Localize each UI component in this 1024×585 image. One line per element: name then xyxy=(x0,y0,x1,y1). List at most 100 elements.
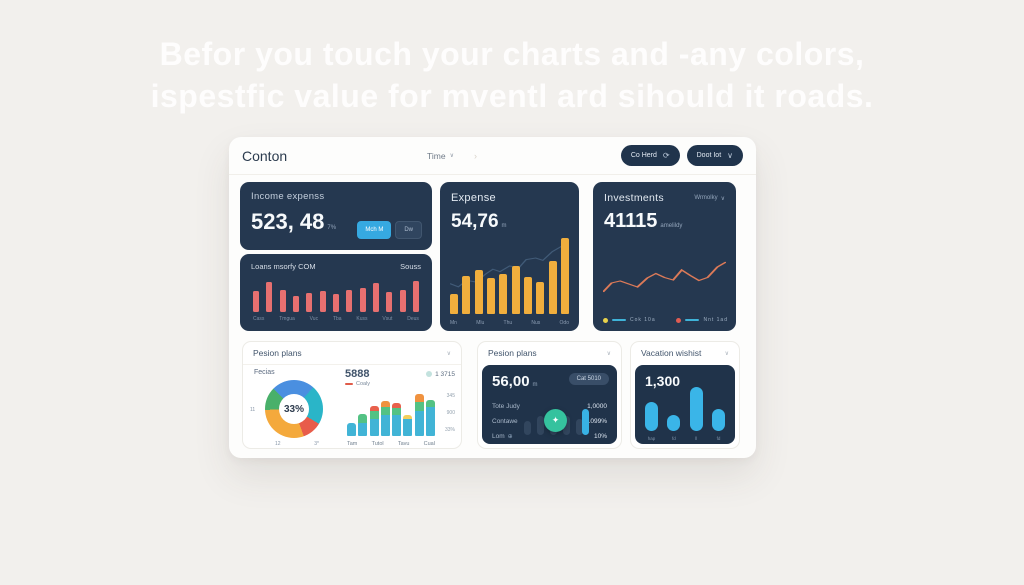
loans-chart-card: Loans msorfy COM Souss Cass Tmgua Vuc Tba Ku… xyxy=(240,254,432,331)
chevron-down-icon: ∨ xyxy=(727,151,733,160)
pension-b-value-suffix: m xyxy=(532,382,538,388)
expense-bar-chart xyxy=(450,234,569,314)
investments-card-header: Investments Wrmolky ∨ xyxy=(604,192,725,204)
stacked-y-labels: 345 900 33% xyxy=(444,393,455,433)
time-filter-label: Time xyxy=(427,150,446,161)
stacked-stat-row: 5888 1 3715 xyxy=(345,368,455,380)
stat-row: Tote Judy 1,0000 xyxy=(492,399,607,414)
expense-chart xyxy=(450,234,569,314)
investments-trend-line xyxy=(601,261,728,293)
expense-x-labels: Mn Mlu Thu Nus Odo xyxy=(450,320,569,326)
stacked-legend-label: Coaly xyxy=(356,381,371,387)
dashboard-header: Conton Time ∨ › Co Herd ⟳ Doot Iot ∨ xyxy=(229,137,756,175)
pension-plans-card-b: Pesion plans ∨ 56,00 m Cat 5010 Tote Judy… xyxy=(477,341,622,449)
vacation-dark-card: 1,300 hap fd ll fd xyxy=(635,365,735,444)
pension-a-header: Pesion plans ∨ xyxy=(243,342,461,365)
stacked-value: 5888 xyxy=(345,368,370,380)
chevron-down-icon[interactable]: ∨ xyxy=(606,350,611,357)
stacked-x-labels: Tam Tutol Tavu Cual xyxy=(347,441,435,447)
vacation-header: Vacation wishist ∨ xyxy=(631,342,739,364)
doot-iot-button-label: Doot Iot xyxy=(696,152,722,159)
donut-center-value: 33% xyxy=(283,403,304,415)
legend-label: Nnt 1ad xyxy=(703,317,728,323)
badge-dot-icon xyxy=(426,371,433,377)
time-filter-dropdown[interactable]: Time ∨ xyxy=(427,151,454,161)
chevron-down-icon: ∨ xyxy=(449,153,454,159)
pension-plans-card-a: Pesion plans ∨ Fecias 33% 11 12 3* 5888 xyxy=(242,341,462,449)
stat-row-value: 1099% xyxy=(586,418,607,425)
stat-row-label: Contawe xyxy=(492,418,518,425)
pension-b-value: 56,00 m xyxy=(492,373,538,390)
sprout-icon: ✦ xyxy=(551,415,560,425)
legend-dot-icon xyxy=(603,317,608,323)
investments-card-title: Investments xyxy=(604,192,664,204)
income-card-title: Income expenss xyxy=(251,191,325,202)
refresh-icon: ⟳ xyxy=(662,151,670,160)
loans-card-header: Loans msorfy COM Souss xyxy=(251,262,421,271)
income-value-suffix: 7% xyxy=(327,225,337,231)
doot-iot-button[interactable]: Doot Iot ∨ xyxy=(686,145,743,166)
investments-value-suffix: amelildy xyxy=(660,223,683,229)
donut-hole: 33% xyxy=(279,394,309,424)
chevron-down-icon[interactable]: ∨ xyxy=(446,350,451,357)
legend-item: Nnt 1ad xyxy=(676,317,728,323)
investments-value: 41115 amelildy xyxy=(604,210,683,232)
vacation-wishlist-card: Vacation wishist ∨ 1,300 hap fd ll fd xyxy=(630,341,740,449)
donut-label: Fecias xyxy=(254,369,275,376)
stat-row-label: Lom ⊕ xyxy=(492,433,513,440)
loans-x-labels: Cass Tmgua Vuc Tba Kuss Vsut Deus xyxy=(253,316,419,322)
stat-row-value: 1,0000 xyxy=(587,403,607,410)
stat-row: Contawe 1099% xyxy=(492,414,607,429)
teal-action-button[interactable]: ✦ xyxy=(544,409,567,432)
investments-legend: Cok 10a Nnt 1ad xyxy=(603,317,728,323)
investments-line-chart xyxy=(601,252,728,302)
cat-pill-button[interactable]: Cat 5010 xyxy=(568,373,609,385)
co-herd-button[interactable]: Co Herd ⟳ xyxy=(620,145,680,166)
chevron-down-icon: ∨ xyxy=(720,195,725,202)
loans-bar-chart xyxy=(251,278,421,312)
legend-line-icon xyxy=(612,319,626,321)
vacation-title: Vacation wishist xyxy=(641,348,702,358)
stacked-badge: 1 3715 xyxy=(426,371,455,378)
toggle-inactive-button[interactable]: Dw xyxy=(395,221,422,239)
stacked-bar-chart xyxy=(347,386,435,436)
pension-b-title: Pesion plans xyxy=(488,348,537,358)
expense-card-title: Expense xyxy=(451,192,496,204)
dashboard-card: Conton Time ∨ › Co Herd ⟳ Doot Iot ∨ Inc… xyxy=(229,137,756,458)
page-title: Conton xyxy=(242,147,288,164)
expense-value: 54,76 m xyxy=(451,211,507,232)
expense-card: Expense 54,76 m Mn Mlu Thu Nus Odo xyxy=(440,182,579,331)
legend-line-icon xyxy=(685,319,700,321)
investments-period-dropdown[interactable]: Wrmolky ∨ xyxy=(694,195,725,202)
arrow-right-icon: › xyxy=(474,150,477,161)
circle-plus-icon: ⊕ xyxy=(507,434,513,440)
legend-dash-icon xyxy=(345,383,353,385)
income-value: 523, 48 7% xyxy=(251,209,337,234)
stat-row: Lom ⊕ 10% xyxy=(492,429,607,444)
chevron-down-icon[interactable]: ∨ xyxy=(724,350,729,357)
hero-headline-line1: Befor you touch your charts and -any col… xyxy=(159,36,865,72)
loans-card-right-label: Souss xyxy=(400,262,421,271)
investments-card: Investments Wrmolky ∨ 41115 amelildy Cok … xyxy=(593,182,736,331)
pension-a-body: Fecias 33% 11 12 3* 5888 1 3 xyxy=(243,365,461,449)
toggle-active-button[interactable]: Mch M xyxy=(357,221,392,239)
pension-a-title: Pesion plans xyxy=(253,348,302,358)
hero-headline-line2: ispestfic value for mventl ard sihould i… xyxy=(150,78,874,114)
stat-row-label: Tote Judy xyxy=(492,403,520,410)
header-actions: Co Herd ⟳ Doot Iot ∨ xyxy=(620,145,743,166)
co-herd-button-label: Co Herd xyxy=(630,152,657,159)
income-expenses-card: Income expenss 523, 48 7% Mch M Dw xyxy=(240,182,432,250)
legend-dot-icon xyxy=(676,317,682,323)
income-period-toggle: Mch M Dw xyxy=(357,221,422,239)
investments-dropdown-label: Wrmolky xyxy=(694,195,718,201)
donut-side-label: 11 xyxy=(250,407,256,413)
pension-b-header: Pesion plans ∨ xyxy=(478,342,621,364)
pension-donut-chart: 33% xyxy=(265,380,323,438)
stat-row-value: 10% xyxy=(593,433,607,440)
vacation-bar-chart xyxy=(645,385,725,431)
hero-headline: Befor you touch your charts and -any col… xyxy=(0,33,1024,117)
legend-label: Cok 10a xyxy=(630,317,656,323)
highlight-bar xyxy=(582,408,589,435)
pension-b-rows: Tote Judy 1,0000 Contawe 1099% Lom ⊕ 10% xyxy=(492,399,607,444)
